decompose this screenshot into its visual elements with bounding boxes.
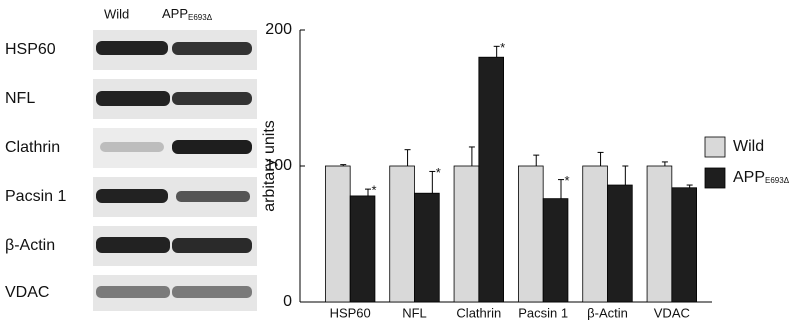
blot-band <box>96 286 170 298</box>
x-tick-label: β-Actin <box>587 305 628 320</box>
legend-swatch <box>705 137 725 157</box>
bar <box>647 166 672 302</box>
blot-band <box>172 42 252 55</box>
blot-band <box>96 41 168 55</box>
blot-band <box>96 189 168 203</box>
blot-row-label: Pacsin 1 <box>5 188 66 205</box>
bar <box>518 166 543 302</box>
blot-row-label: NFL <box>5 90 35 107</box>
bar <box>583 166 608 302</box>
blot-band <box>172 286 252 298</box>
legend-label: APPE693Δ <box>733 169 790 186</box>
x-tick-label: Pacsin 1 <box>518 305 568 320</box>
legend-label: Wild <box>733 138 764 155</box>
x-tick-label: HSP60 <box>330 305 371 320</box>
blot-band <box>176 191 250 202</box>
figure: Wild APPE693Δ arbitary units HSP60NFLCla… <box>0 0 799 322</box>
x-tick-label: VDAC <box>654 305 690 320</box>
significance-mark: * <box>436 165 441 180</box>
blot-column-label: APPE693Δ <box>162 6 213 22</box>
blot-row-label: HSP60 <box>5 41 56 58</box>
legend-text: Wild <box>733 138 764 155</box>
blot-row-label: β-Actin <box>5 237 55 254</box>
legend-subscript: E693Δ <box>765 176 790 185</box>
significance-mark: * <box>500 40 505 55</box>
bar <box>390 166 415 302</box>
bar <box>608 185 633 302</box>
significance-mark: * <box>371 183 376 198</box>
bar <box>415 193 440 302</box>
bar <box>454 166 479 302</box>
western-blot: Wild APPE693Δ <box>93 6 257 311</box>
legend-swatch <box>705 168 725 188</box>
y-tick-label: 0 <box>283 293 292 310</box>
blot-band <box>100 142 164 152</box>
y-tick-label: 100 <box>265 157 292 174</box>
blot-row-label: VDAC <box>5 284 49 301</box>
x-tick-label: NFL <box>402 305 427 320</box>
bar <box>672 188 697 302</box>
blot-band <box>172 238 252 253</box>
blot-band <box>172 140 252 154</box>
blot-column-label: Wild <box>104 6 129 21</box>
bar <box>543 199 568 302</box>
blot-band <box>172 92 252 105</box>
x-tick-label: Clathrin <box>456 305 501 320</box>
blot-band <box>96 91 170 106</box>
bar <box>350 196 375 302</box>
y-tick-label: 200 <box>265 21 292 38</box>
blot-band <box>96 237 170 253</box>
significance-mark: * <box>564 173 569 188</box>
blot-row-label: Clathrin <box>5 139 60 156</box>
legend-text: APP <box>733 169 765 186</box>
bar <box>325 166 350 302</box>
bar <box>479 57 504 302</box>
